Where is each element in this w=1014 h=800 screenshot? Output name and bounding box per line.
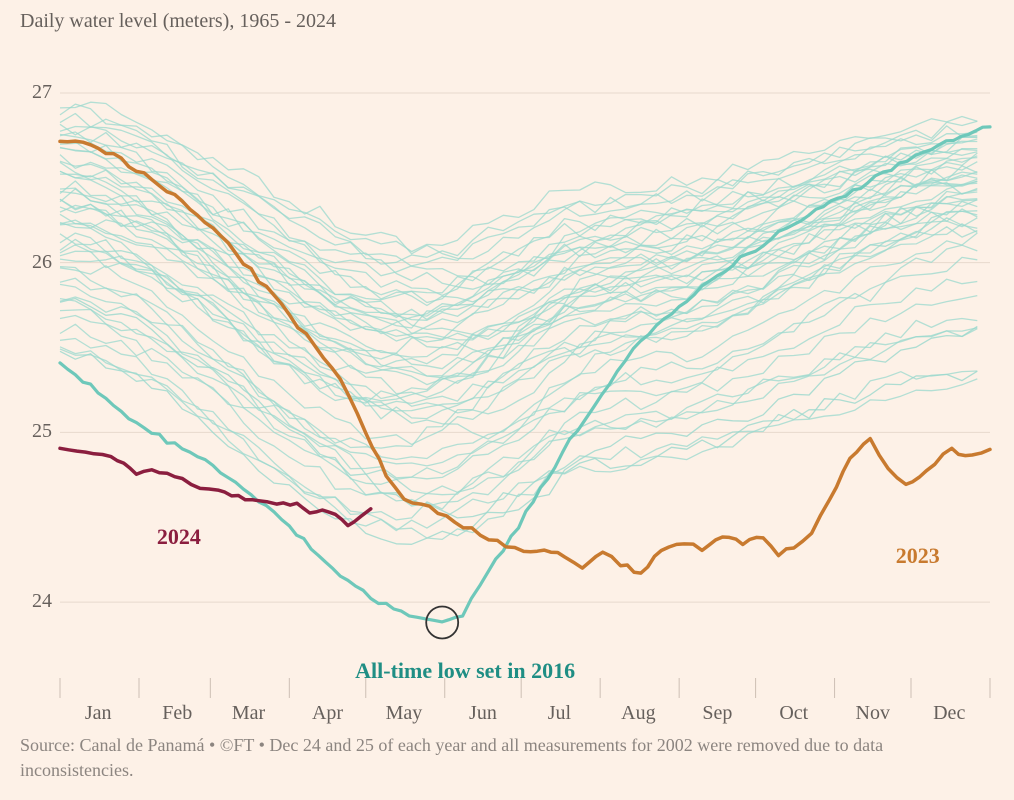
y-axis-tick-label: 26 xyxy=(22,251,52,274)
source-note: Source: Canal de Panamá • ©FT • Dec 24 a… xyxy=(20,733,994,782)
historical-year-line xyxy=(60,127,977,290)
label-2023: 2023 xyxy=(896,543,940,569)
label-alltime-low: All-time low set in 2016 xyxy=(355,658,575,684)
x-axis-month-label: Jan xyxy=(85,702,112,725)
x-axis-month-label: Mar xyxy=(232,702,265,725)
label-2024: 2024 xyxy=(157,524,201,550)
x-axis-month-label: Dec xyxy=(933,702,965,725)
x-axis-month-label: Apr xyxy=(312,702,343,725)
x-axis-month-label: Jun xyxy=(469,702,497,725)
y-axis-tick-label: 24 xyxy=(22,590,52,613)
y-axis-tick-label: 27 xyxy=(22,81,52,104)
historical-year-line xyxy=(60,347,977,531)
x-axis-month-label: Nov xyxy=(856,702,890,725)
historical-year-line xyxy=(60,328,977,520)
historical-year-line xyxy=(60,279,977,484)
x-axis-month-label: Oct xyxy=(779,702,808,725)
x-axis-month-label: May xyxy=(386,702,423,725)
y-axis-tick-label: 25 xyxy=(22,420,52,443)
x-axis-month-label: Sep xyxy=(702,702,732,725)
x-axis-month-label: Feb xyxy=(162,702,192,725)
x-axis-month-label: Aug xyxy=(621,702,655,725)
x-axis-month-label: Jul xyxy=(548,702,571,725)
